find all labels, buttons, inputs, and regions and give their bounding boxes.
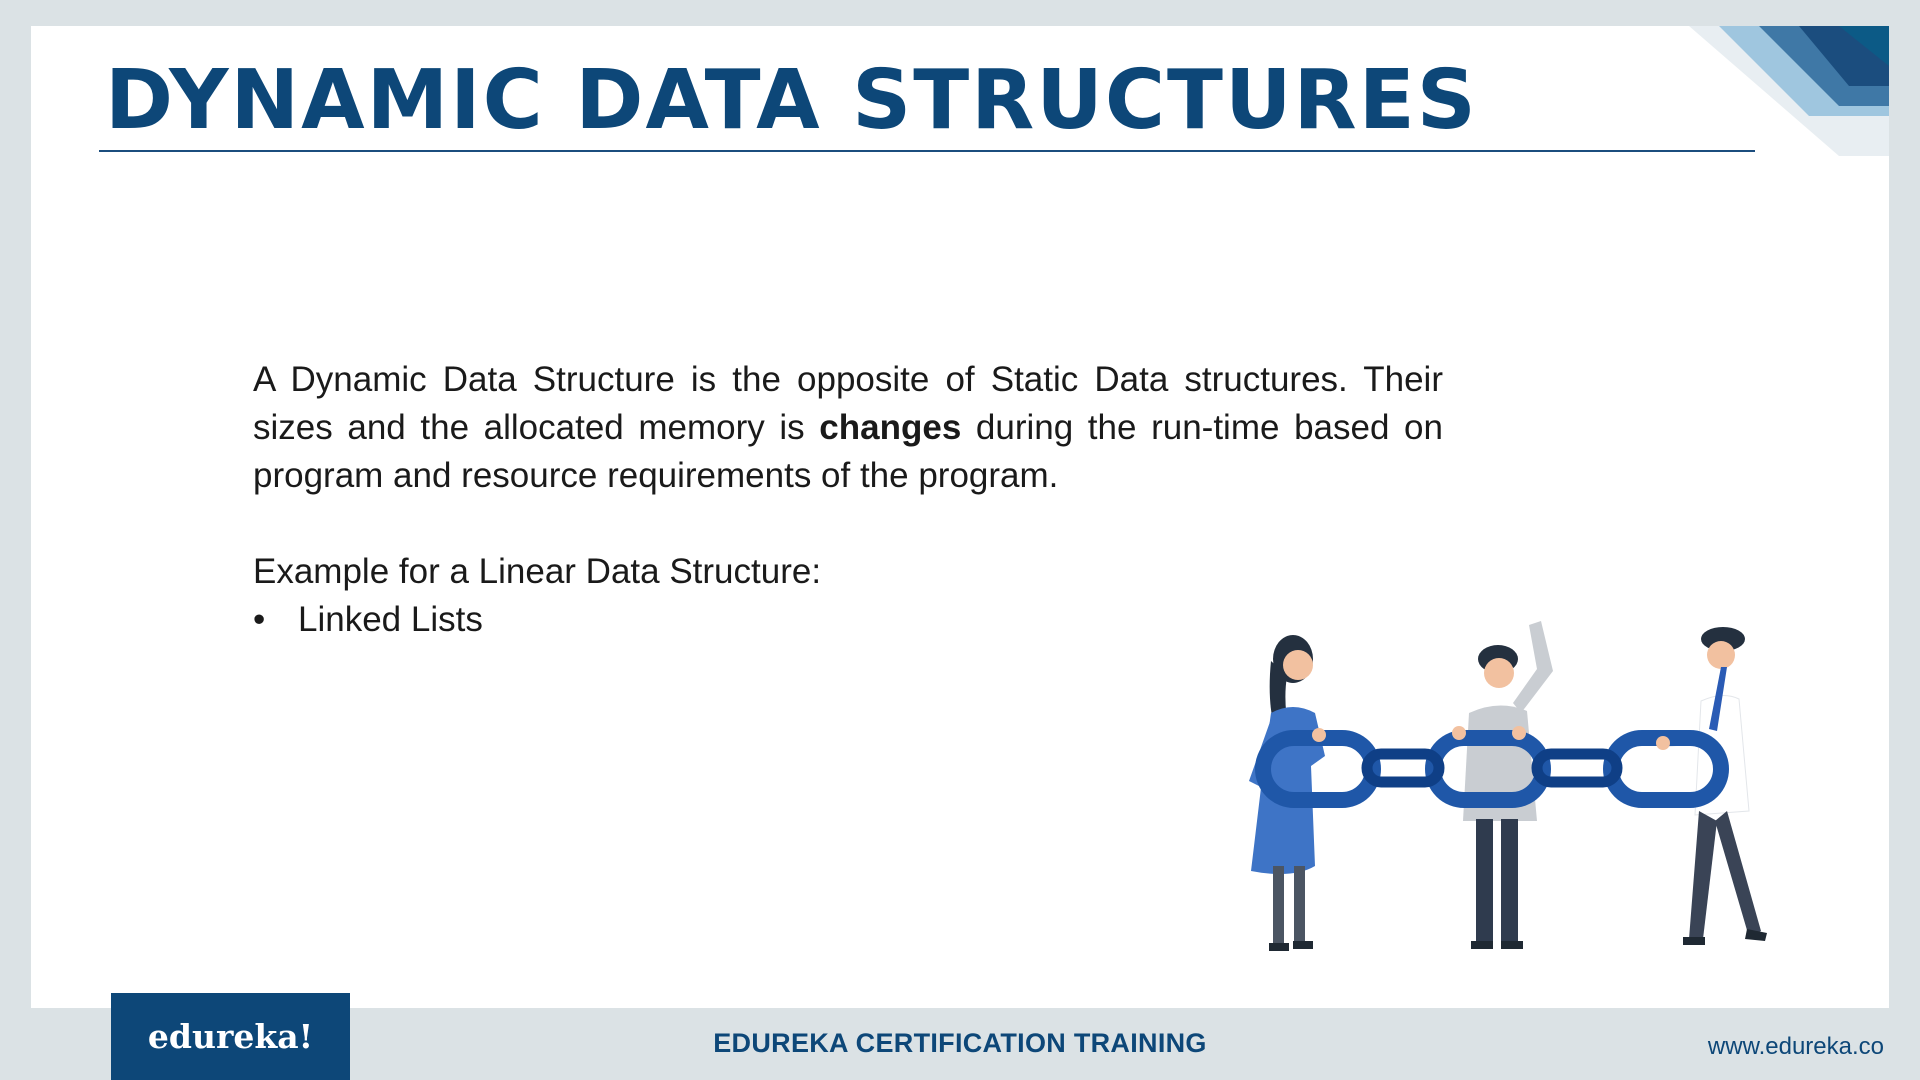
example-heading: Example for a Linear Data Structure:	[253, 552, 822, 591]
slide: DYNAMIC DATA STRUCTURES A Dynamic Data S…	[31, 26, 1889, 1008]
bullet-icon: •	[253, 600, 266, 639]
footer-title: EDUREKA CERTIFICATION TRAINING	[713, 1028, 1207, 1058]
list-item: • Linked Lists	[253, 596, 1443, 644]
slide-body: A Dynamic Data Structure is the opposite…	[253, 356, 1443, 644]
definition-emphasis: changes	[819, 408, 962, 447]
people-holding-chain-icon	[1249, 621, 1767, 951]
definition-text-part2: during the run-time based on program and…	[253, 408, 1443, 495]
definition-text-part1: A Dynamic Data Structure is the opposite…	[253, 360, 1443, 447]
title-underline	[99, 150, 1755, 152]
slide-title: DYNAMIC DATA STRUCTURES	[105, 53, 1478, 148]
list-item-text: Linked Lists	[298, 600, 483, 639]
corner-decoration-icon	[1689, 26, 1889, 156]
edureka-logo: edureka!	[111, 993, 350, 1080]
footer-url[interactable]: www.edureka.co	[1707, 1033, 1884, 1060]
definition-paragraph: A Dynamic Data Structure is the opposite…	[253, 356, 1443, 500]
example-list: • Linked Lists	[253, 596, 1443, 644]
